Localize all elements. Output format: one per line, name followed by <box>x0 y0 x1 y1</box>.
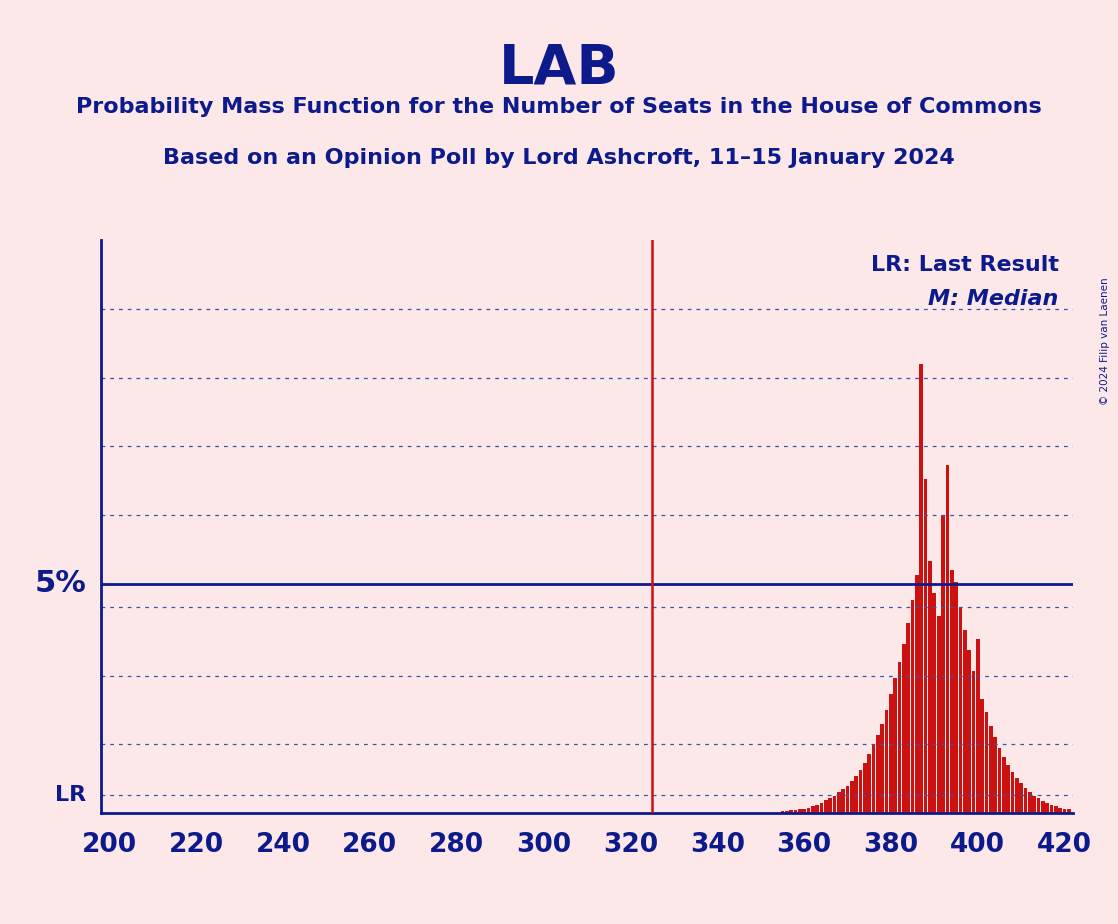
Bar <box>877 736 880 813</box>
Text: LR: Last Result: LR: Last Result <box>871 254 1059 274</box>
Bar <box>789 810 793 813</box>
Bar <box>1006 765 1010 813</box>
Text: LAB: LAB <box>499 42 619 95</box>
Bar <box>845 785 850 813</box>
Text: LR: LR <box>55 784 86 805</box>
Bar <box>798 809 802 813</box>
Bar <box>1067 809 1071 813</box>
Bar <box>1036 798 1041 813</box>
Bar <box>1002 757 1006 813</box>
Bar <box>815 805 818 813</box>
Bar <box>1024 788 1027 813</box>
Bar <box>898 662 901 813</box>
Bar <box>923 479 928 813</box>
Bar <box>1020 784 1023 813</box>
Bar <box>928 561 931 813</box>
Bar <box>1063 808 1067 813</box>
Bar <box>1032 796 1036 813</box>
Bar <box>1059 808 1062 813</box>
Bar <box>950 570 954 813</box>
Bar <box>785 811 788 813</box>
Bar <box>902 643 906 813</box>
Bar <box>946 465 949 813</box>
Bar <box>868 755 871 813</box>
Bar <box>837 793 841 813</box>
Bar <box>806 808 811 813</box>
Bar <box>854 775 858 813</box>
Bar <box>976 639 979 813</box>
Bar <box>937 616 940 813</box>
Bar <box>1029 792 1032 813</box>
Bar <box>863 762 866 813</box>
Bar <box>1041 801 1044 813</box>
Bar <box>884 710 889 813</box>
Text: Probability Mass Function for the Number of Seats in the House of Commons: Probability Mass Function for the Number… <box>76 97 1042 117</box>
Bar <box>819 803 823 813</box>
Bar <box>958 607 963 813</box>
Bar <box>1054 807 1058 813</box>
Bar <box>954 582 958 813</box>
Bar <box>859 770 862 813</box>
Bar <box>972 671 975 813</box>
Bar <box>850 781 854 813</box>
Bar <box>985 712 988 813</box>
Bar <box>833 796 836 813</box>
Bar <box>980 699 984 813</box>
Bar <box>880 723 884 813</box>
Text: © 2024 Filip van Laenen: © 2024 Filip van Laenen <box>1100 277 1110 405</box>
Bar <box>907 623 910 813</box>
Text: 5%: 5% <box>35 569 86 599</box>
Bar <box>893 678 897 813</box>
Bar <box>993 737 997 813</box>
Bar <box>794 810 797 813</box>
Text: Based on an Opinion Poll by Lord Ashcroft, 11–15 January 2024: Based on an Opinion Poll by Lord Ashcrof… <box>163 148 955 168</box>
Bar <box>824 800 827 813</box>
Bar <box>1011 772 1014 813</box>
Bar <box>811 807 815 813</box>
Bar <box>828 798 832 813</box>
Bar <box>911 600 915 813</box>
Bar <box>889 694 893 813</box>
Bar <box>1015 778 1018 813</box>
Bar <box>919 364 923 813</box>
Bar <box>989 726 993 813</box>
Text: M: Median: M: Median <box>928 289 1059 309</box>
Bar <box>941 516 945 813</box>
Bar <box>872 746 875 813</box>
Bar <box>803 808 806 813</box>
Bar <box>1045 803 1049 813</box>
Bar <box>967 650 970 813</box>
Bar <box>963 630 967 813</box>
Bar <box>842 789 845 813</box>
Bar <box>1050 805 1053 813</box>
Bar <box>780 811 784 813</box>
Bar <box>916 575 919 813</box>
Bar <box>997 748 1002 813</box>
Bar <box>932 593 936 813</box>
